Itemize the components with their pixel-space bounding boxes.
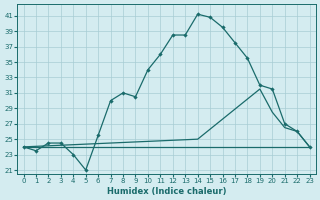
X-axis label: Humidex (Indice chaleur): Humidex (Indice chaleur) bbox=[107, 187, 226, 196]
